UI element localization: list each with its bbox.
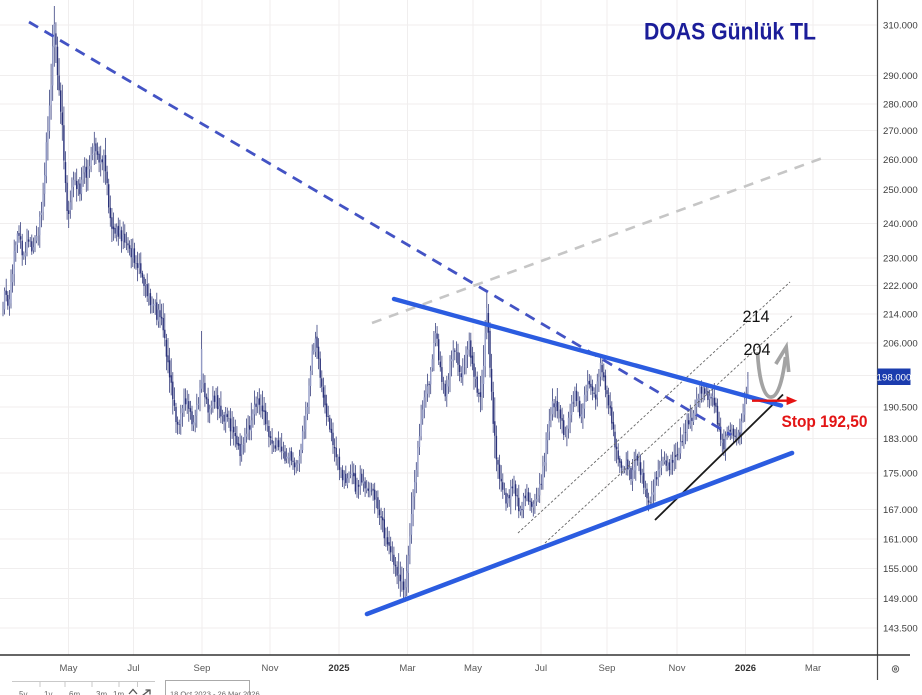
- svg-text:206.000: 206.000: [883, 338, 918, 349]
- svg-text:183.000: 183.000: [883, 434, 918, 445]
- svg-text:Mar: Mar: [805, 663, 821, 674]
- svg-text:214: 214: [743, 308, 770, 326]
- svg-text:Sep: Sep: [194, 663, 211, 674]
- svg-text:290.000: 290.000: [883, 71, 918, 82]
- svg-text:143.500: 143.500: [883, 623, 918, 634]
- svg-text:222.000: 222.000: [883, 281, 918, 292]
- svg-text:260.000: 260.000: [883, 155, 918, 166]
- svg-text:Jul: Jul: [535, 663, 547, 674]
- svg-text:1y: 1y: [44, 690, 52, 695]
- svg-text:161.000: 161.000: [883, 534, 918, 545]
- svg-text:2025: 2025: [328, 663, 350, 674]
- svg-text:3m: 3m: [96, 690, 107, 695]
- svg-text:6m: 6m: [69, 690, 80, 695]
- svg-text:214.000: 214.000: [883, 309, 918, 320]
- svg-text:DOAS Günlük TL: DOAS Günlük TL: [644, 19, 816, 46]
- svg-text:310.000: 310.000: [883, 20, 918, 31]
- svg-text:5y: 5y: [19, 690, 27, 695]
- svg-text:280.000: 280.000: [883, 99, 918, 110]
- svg-text:270.000: 270.000: [883, 126, 918, 137]
- svg-text:Nov: Nov: [669, 663, 686, 674]
- svg-text:149.000: 149.000: [883, 594, 918, 605]
- svg-text:Jul: Jul: [127, 663, 139, 674]
- svg-text:198.000: 198.000: [877, 372, 912, 383]
- svg-text:167.000: 167.000: [883, 505, 918, 516]
- svg-text:May: May: [464, 663, 482, 674]
- svg-text:240.000: 240.000: [883, 219, 918, 230]
- svg-text:230.000: 230.000: [883, 253, 918, 264]
- svg-text:1m: 1m: [113, 690, 124, 695]
- svg-text:Mar: Mar: [399, 663, 415, 674]
- svg-text:Sep: Sep: [599, 663, 616, 674]
- svg-text:204: 204: [744, 341, 771, 359]
- svg-text:Stop 192,50: Stop 192,50: [782, 413, 868, 431]
- svg-text:155.000: 155.000: [883, 564, 918, 575]
- svg-text:190.500: 190.500: [883, 402, 918, 413]
- svg-text:175.000: 175.000: [883, 468, 918, 479]
- svg-text:18 Oct 2023 - 26 Mar 2026: 18 Oct 2023 - 26 Mar 2026: [170, 690, 260, 695]
- svg-text:2026: 2026: [735, 663, 756, 674]
- svg-text:May: May: [60, 663, 78, 674]
- svg-text:Nov: Nov: [262, 663, 279, 674]
- svg-text:250.000: 250.000: [883, 185, 918, 196]
